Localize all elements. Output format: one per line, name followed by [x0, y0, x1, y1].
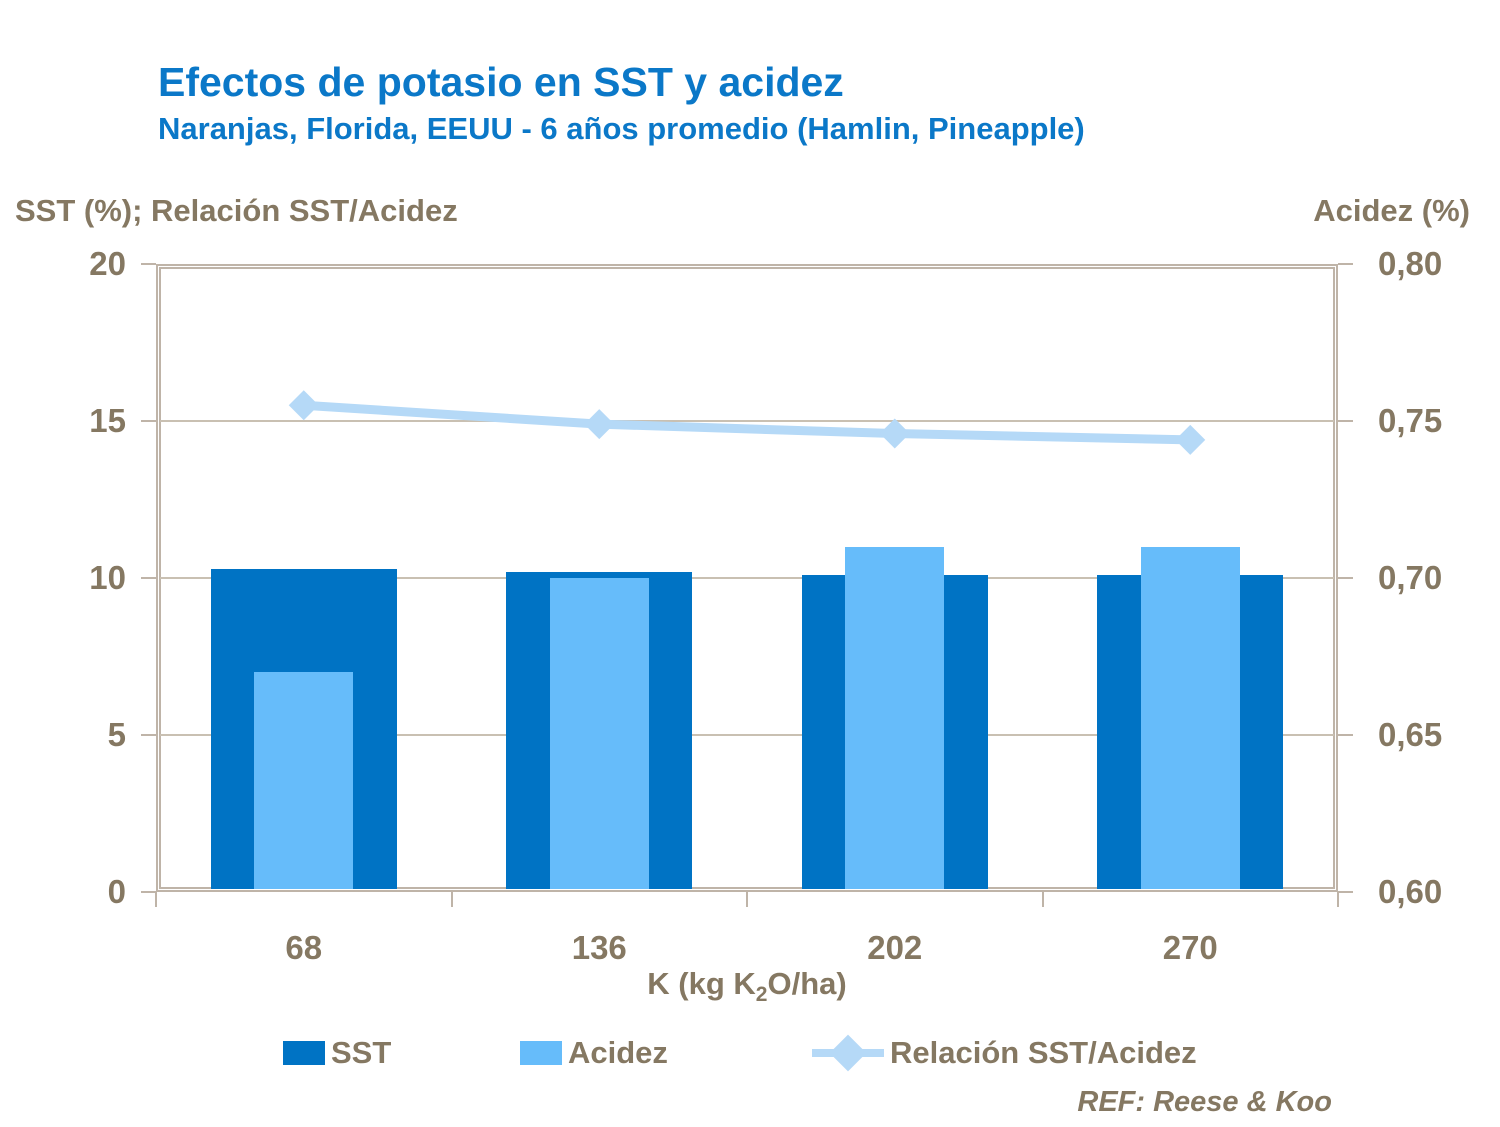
- sst-legend-swatch-icon: [283, 1041, 325, 1065]
- left-axis-tick-label: 20: [89, 245, 126, 282]
- x-axis-tick: [1041, 892, 1044, 907]
- ratio-diamond-marker-icon: [584, 409, 615, 440]
- left-axis-tick-label: 15: [89, 402, 126, 439]
- x-axis-tick: [450, 892, 453, 907]
- ratio-line: [303, 400, 1191, 445]
- ratio-diamond-marker-icon: [1175, 424, 1206, 455]
- gridline: [160, 734, 1334, 736]
- left-axis-tick: [141, 263, 156, 265]
- left-axis-tick: [141, 734, 156, 736]
- legend-label-acidez: Acidez: [568, 1035, 668, 1070]
- acidez-legend-swatch-icon: [520, 1041, 562, 1065]
- x-axis-category-label: 136: [571, 929, 627, 966]
- right-axis-tick-label: 0,80: [1378, 245, 1443, 282]
- bar-acidez: [254, 672, 354, 889]
- x-axis-category-label: 202: [867, 929, 923, 966]
- ratio-diamond-marker-icon: [288, 390, 319, 421]
- right-axis-tick-label: 0,60: [1378, 873, 1443, 910]
- left-axis-tick-label: 10: [89, 559, 126, 596]
- right-axis-tick: [1338, 891, 1353, 893]
- left-axis-tick: [141, 420, 156, 422]
- x-axis-title: K (kg K2O/ha): [497, 966, 997, 1013]
- legend-label-sst: SST: [331, 1035, 392, 1070]
- x-axis-title-text-2: O/ha): [767, 966, 847, 1001]
- gridline: [160, 420, 1334, 422]
- ratio-diamond-marker-icon: [879, 418, 910, 449]
- x-axis-tick: [1337, 892, 1339, 907]
- bar-acidez: [1140, 546, 1240, 889]
- left-axis-tick-label: 5: [107, 716, 126, 753]
- left-axis-title: SST (%); Relación SST/Acidez: [15, 193, 458, 228]
- x-axis-category-label: 270: [1162, 929, 1218, 966]
- right-axis-tick: [1338, 263, 1353, 265]
- reference-note: REF: Reese & Koo: [1077, 1086, 1332, 1118]
- legend-item-acidez: Acidez: [520, 1035, 668, 1070]
- left-axis-tick: [141, 577, 156, 579]
- chart-subtitle: Naranjas, Florida, EEUU - 6 años promedi…: [158, 111, 1085, 146]
- x-axis-title-text: K (kg K: [647, 966, 756, 1001]
- x-axis-tick: [746, 892, 748, 907]
- x-axis-category-label: 68: [285, 929, 323, 966]
- left-axis-tick-label: 0: [107, 873, 126, 910]
- right-axis-tick: [1338, 577, 1353, 579]
- chart-title: Efectos de potasio en SST y acidez: [158, 59, 844, 105]
- right-axis-tick-label: 0,65: [1378, 716, 1443, 753]
- plot-area: [156, 264, 1338, 892]
- right-axis-title: Acidez (%): [1313, 193, 1470, 228]
- ratio-line-series: [288, 390, 1206, 455]
- legend-item-ratio: Relación SST/Acidez: [812, 1034, 1197, 1072]
- legend-item-sst: SST: [283, 1035, 392, 1070]
- gridline: [160, 577, 1334, 579]
- right-axis-tick-label: 0,75: [1378, 402, 1443, 439]
- x-axis-tick: [155, 892, 157, 907]
- left-axis-tick: [141, 891, 156, 893]
- bar-acidez: [845, 546, 945, 889]
- legend-label-ratio: Relación SST/Acidez: [890, 1035, 1197, 1070]
- right-axis-tick: [1338, 734, 1353, 736]
- x-axis-title-subscript: 2: [755, 983, 768, 1006]
- bar-acidez: [549, 578, 649, 889]
- right-axis-tick: [1338, 420, 1353, 422]
- right-axis-tick-label: 0,70: [1378, 559, 1443, 596]
- ratio-line-diamond-icon: [812, 1034, 884, 1072]
